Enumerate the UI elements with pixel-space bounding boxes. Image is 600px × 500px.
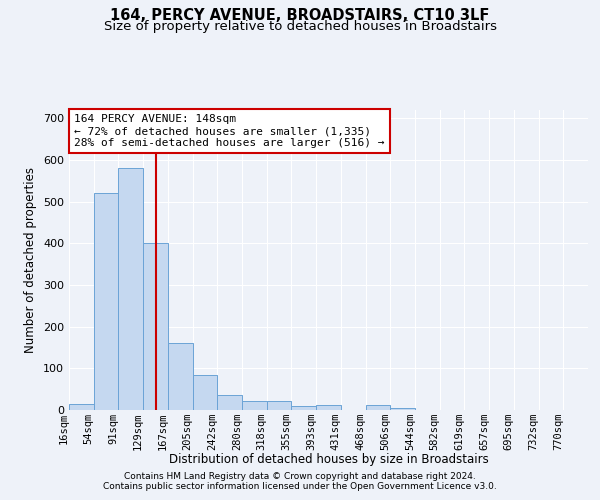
Y-axis label: Number of detached properties: Number of detached properties <box>25 167 37 353</box>
Text: 164, PERCY AVENUE, BROADSTAIRS, CT10 3LF: 164, PERCY AVENUE, BROADSTAIRS, CT10 3LF <box>110 8 490 22</box>
Bar <box>242 401 267 410</box>
Bar <box>69 404 94 410</box>
Bar <box>316 405 341 410</box>
Bar <box>193 374 217 410</box>
Bar <box>118 168 143 410</box>
Bar <box>94 194 118 410</box>
Text: Contains HM Land Registry data © Crown copyright and database right 2024.: Contains HM Land Registry data © Crown c… <box>124 472 476 481</box>
Text: Contains public sector information licensed under the Open Government Licence v3: Contains public sector information licen… <box>103 482 497 491</box>
Bar <box>365 405 390 410</box>
Bar <box>390 408 415 410</box>
Bar <box>143 244 168 410</box>
Bar <box>168 344 193 410</box>
Bar <box>267 401 292 410</box>
Text: Size of property relative to detached houses in Broadstairs: Size of property relative to detached ho… <box>104 20 497 33</box>
Bar <box>292 406 316 410</box>
Bar <box>217 396 242 410</box>
Text: 164 PERCY AVENUE: 148sqm
← 72% of detached houses are smaller (1,335)
28% of sem: 164 PERCY AVENUE: 148sqm ← 72% of detach… <box>74 114 385 148</box>
Text: Distribution of detached houses by size in Broadstairs: Distribution of detached houses by size … <box>169 452 488 466</box>
